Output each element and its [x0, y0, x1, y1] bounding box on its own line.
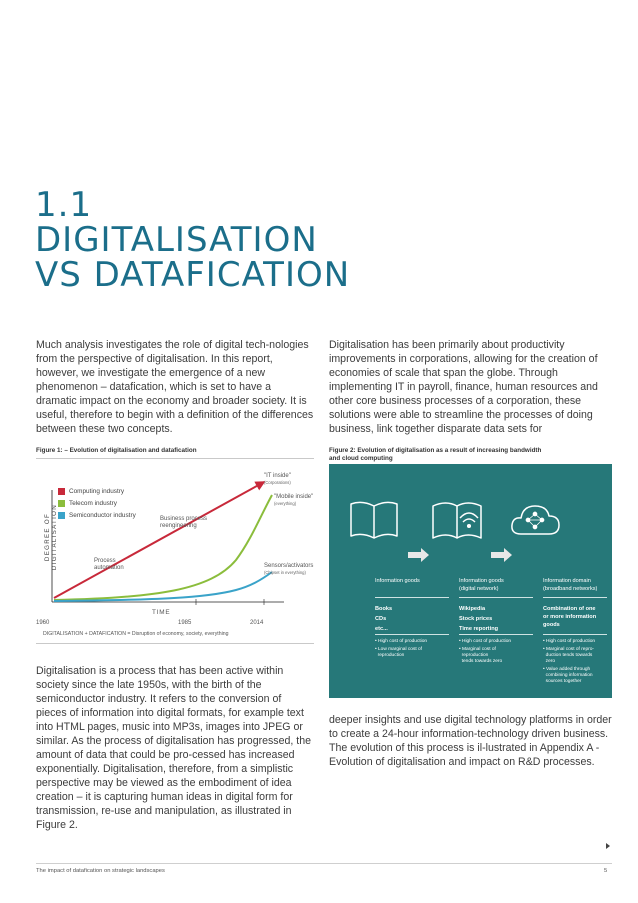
- legend-swatch-semiconductor: [58, 512, 65, 519]
- tick-label-1985: 1985: [178, 620, 192, 626]
- figure-2-panel: Information goods Information goods (dig…: [329, 464, 612, 698]
- y-axis-label: DEGREE OF DIGITALISATION: [44, 503, 58, 571]
- arrow-right-icon-2: [491, 548, 512, 562]
- footer-title: The impact of datafication on strategic …: [36, 868, 165, 874]
- col-3-rule: [543, 597, 607, 598]
- tablet-wifi-icon: [432, 502, 482, 539]
- x-axis-label: TIME: [152, 609, 171, 616]
- figure-1-svg: [51, 481, 284, 605]
- col-2-item-3: Time reporting: [459, 626, 499, 632]
- annotation-sensors-sub: (Chipset in everything): [264, 570, 306, 575]
- section-title-line-2: VS DATAFICATION: [35, 255, 351, 295]
- figure-2-caption-line-2: and cloud computing: [329, 455, 393, 462]
- book-icon: [350, 501, 398, 539]
- col-2-bullet-4: tends towards zero: [459, 659, 503, 664]
- col-3-rule-2: [543, 634, 607, 635]
- annotation-it-inside: "IT inside": [264, 473, 291, 479]
- col-2-rule: [459, 597, 533, 598]
- col-3-bullet-2: • Marginal cost of repro-: [543, 647, 594, 652]
- semiconductor-line: [53, 571, 273, 602]
- figure-1-rule: [36, 458, 314, 459]
- col-3-item-3: goods: [543, 622, 560, 628]
- annotation-it-inside-sub: (Corporations): [264, 480, 291, 485]
- col-1-rule-2: [375, 634, 449, 635]
- col-2-title: Information goods: [459, 578, 504, 584]
- col-1-rule: [375, 597, 449, 598]
- figure-2-icons: [350, 501, 560, 562]
- col-3-title: Information domain: [543, 578, 591, 584]
- col-3-item-1: Combination of one: [543, 606, 596, 612]
- intro-paragraph-left: Much analysis investigates the role of d…: [36, 339, 314, 435]
- computing-line: [53, 481, 266, 599]
- telecom-line: [53, 494, 273, 601]
- intro-paragraph-right: Digitalisation has been primarily about …: [329, 339, 598, 435]
- figure-1-bottom-rule: [36, 643, 314, 644]
- col-2-bullet-1: • High cost of production: [459, 639, 512, 644]
- annotation-sensors: Sensors/activators: [264, 563, 314, 569]
- col-3-item-2: or more information: [543, 614, 597, 620]
- annotation-process-automation: Process automation: [94, 558, 124, 571]
- col-2-bullet-2: • Marginal cost of: [459, 647, 496, 652]
- col-2-title-sub: (digital network): [459, 586, 499, 592]
- annotation-mobile-inside-sub: (everything): [274, 501, 297, 506]
- page-number: 5: [604, 868, 608, 874]
- body-paragraph-left: Digitalisation is a process that has bee…: [36, 665, 311, 831]
- col-1-item-3: etc...: [375, 626, 388, 632]
- col-3-bullet-6: combining information: [543, 673, 593, 678]
- tick-label-2014: 2014: [250, 620, 264, 626]
- col-3-bullet-3: duction tends towards: [543, 653, 593, 658]
- figure-2-caption-line-1: Figure 2: Evolution of digitalisation as…: [329, 447, 542, 454]
- next-page-arrow-icon[interactable]: [606, 843, 610, 849]
- legend-label-computing: Computing industry: [69, 488, 125, 495]
- figure-1-caption: Figure 1: – Evolution of digitalisation …: [36, 447, 197, 454]
- legend-telecom: Telecom industry: [58, 500, 117, 507]
- footer-rule: [36, 863, 612, 864]
- cloud-network-icon: [511, 505, 560, 535]
- legend-computing: Computing industry: [58, 488, 124, 495]
- col-1-title: Information goods: [375, 578, 420, 584]
- col-3-title-sub: (broadband networks): [543, 586, 598, 592]
- legend-semiconductor: Semiconductor industry: [58, 512, 136, 519]
- arrow-right-icon-1: [408, 548, 429, 562]
- legend-label-telecom: Telecom industry: [69, 500, 117, 507]
- col-3-bullet-4: zero: [543, 659, 555, 664]
- section-number: 1.1: [35, 185, 93, 225]
- annotation-business-process: Business process reengineering: [160, 516, 208, 529]
- body-paragraph-right: deeper insights and use digital technolo…: [329, 714, 612, 768]
- col-1-item-1: Books: [375, 606, 393, 612]
- annotation-mobile-inside: "Mobile inside": [274, 494, 314, 500]
- col-2-rule-2: [459, 634, 533, 635]
- figure-1-chart: DEGREE OF DIGITALISATION Computing indus…: [36, 470, 321, 640]
- legend-label-semiconductor: Semiconductor industry: [69, 512, 136, 519]
- col-3-bullet-5: • Value added through: [543, 667, 591, 672]
- col-1-bullet-1: • High cost of production: [375, 639, 428, 644]
- col-1-bullet-3: reproduction: [375, 653, 405, 658]
- col-1-item-2: CDs: [375, 616, 387, 622]
- figure-2-caption: Figure 2: Evolution of digitalisation as…: [329, 447, 569, 463]
- col-2-item-2: Stock prices: [459, 616, 493, 622]
- legend-swatch-telecom: [58, 500, 65, 507]
- col-2-bullet-3: reproduction: [459, 653, 489, 658]
- section-title-line-1: DIGITALISATION: [35, 220, 318, 260]
- col-3-bullet-7: sources together: [543, 679, 582, 684]
- legend-swatch-computing: [58, 488, 65, 495]
- section-heading: 1.1 DIGITALISATION VS DATAFICATION: [35, 188, 350, 293]
- tick-label-1960: 1960: [36, 620, 50, 626]
- col-1-bullet-2: • Low marginal cost of: [375, 647, 423, 652]
- col-2-item-1: Wikipedia: [459, 606, 486, 612]
- figure-1-equation: DIGITALISATION + DATAFICATION = Disrupti…: [43, 631, 229, 637]
- col-3-bullet-1: • High cost of production: [543, 639, 596, 644]
